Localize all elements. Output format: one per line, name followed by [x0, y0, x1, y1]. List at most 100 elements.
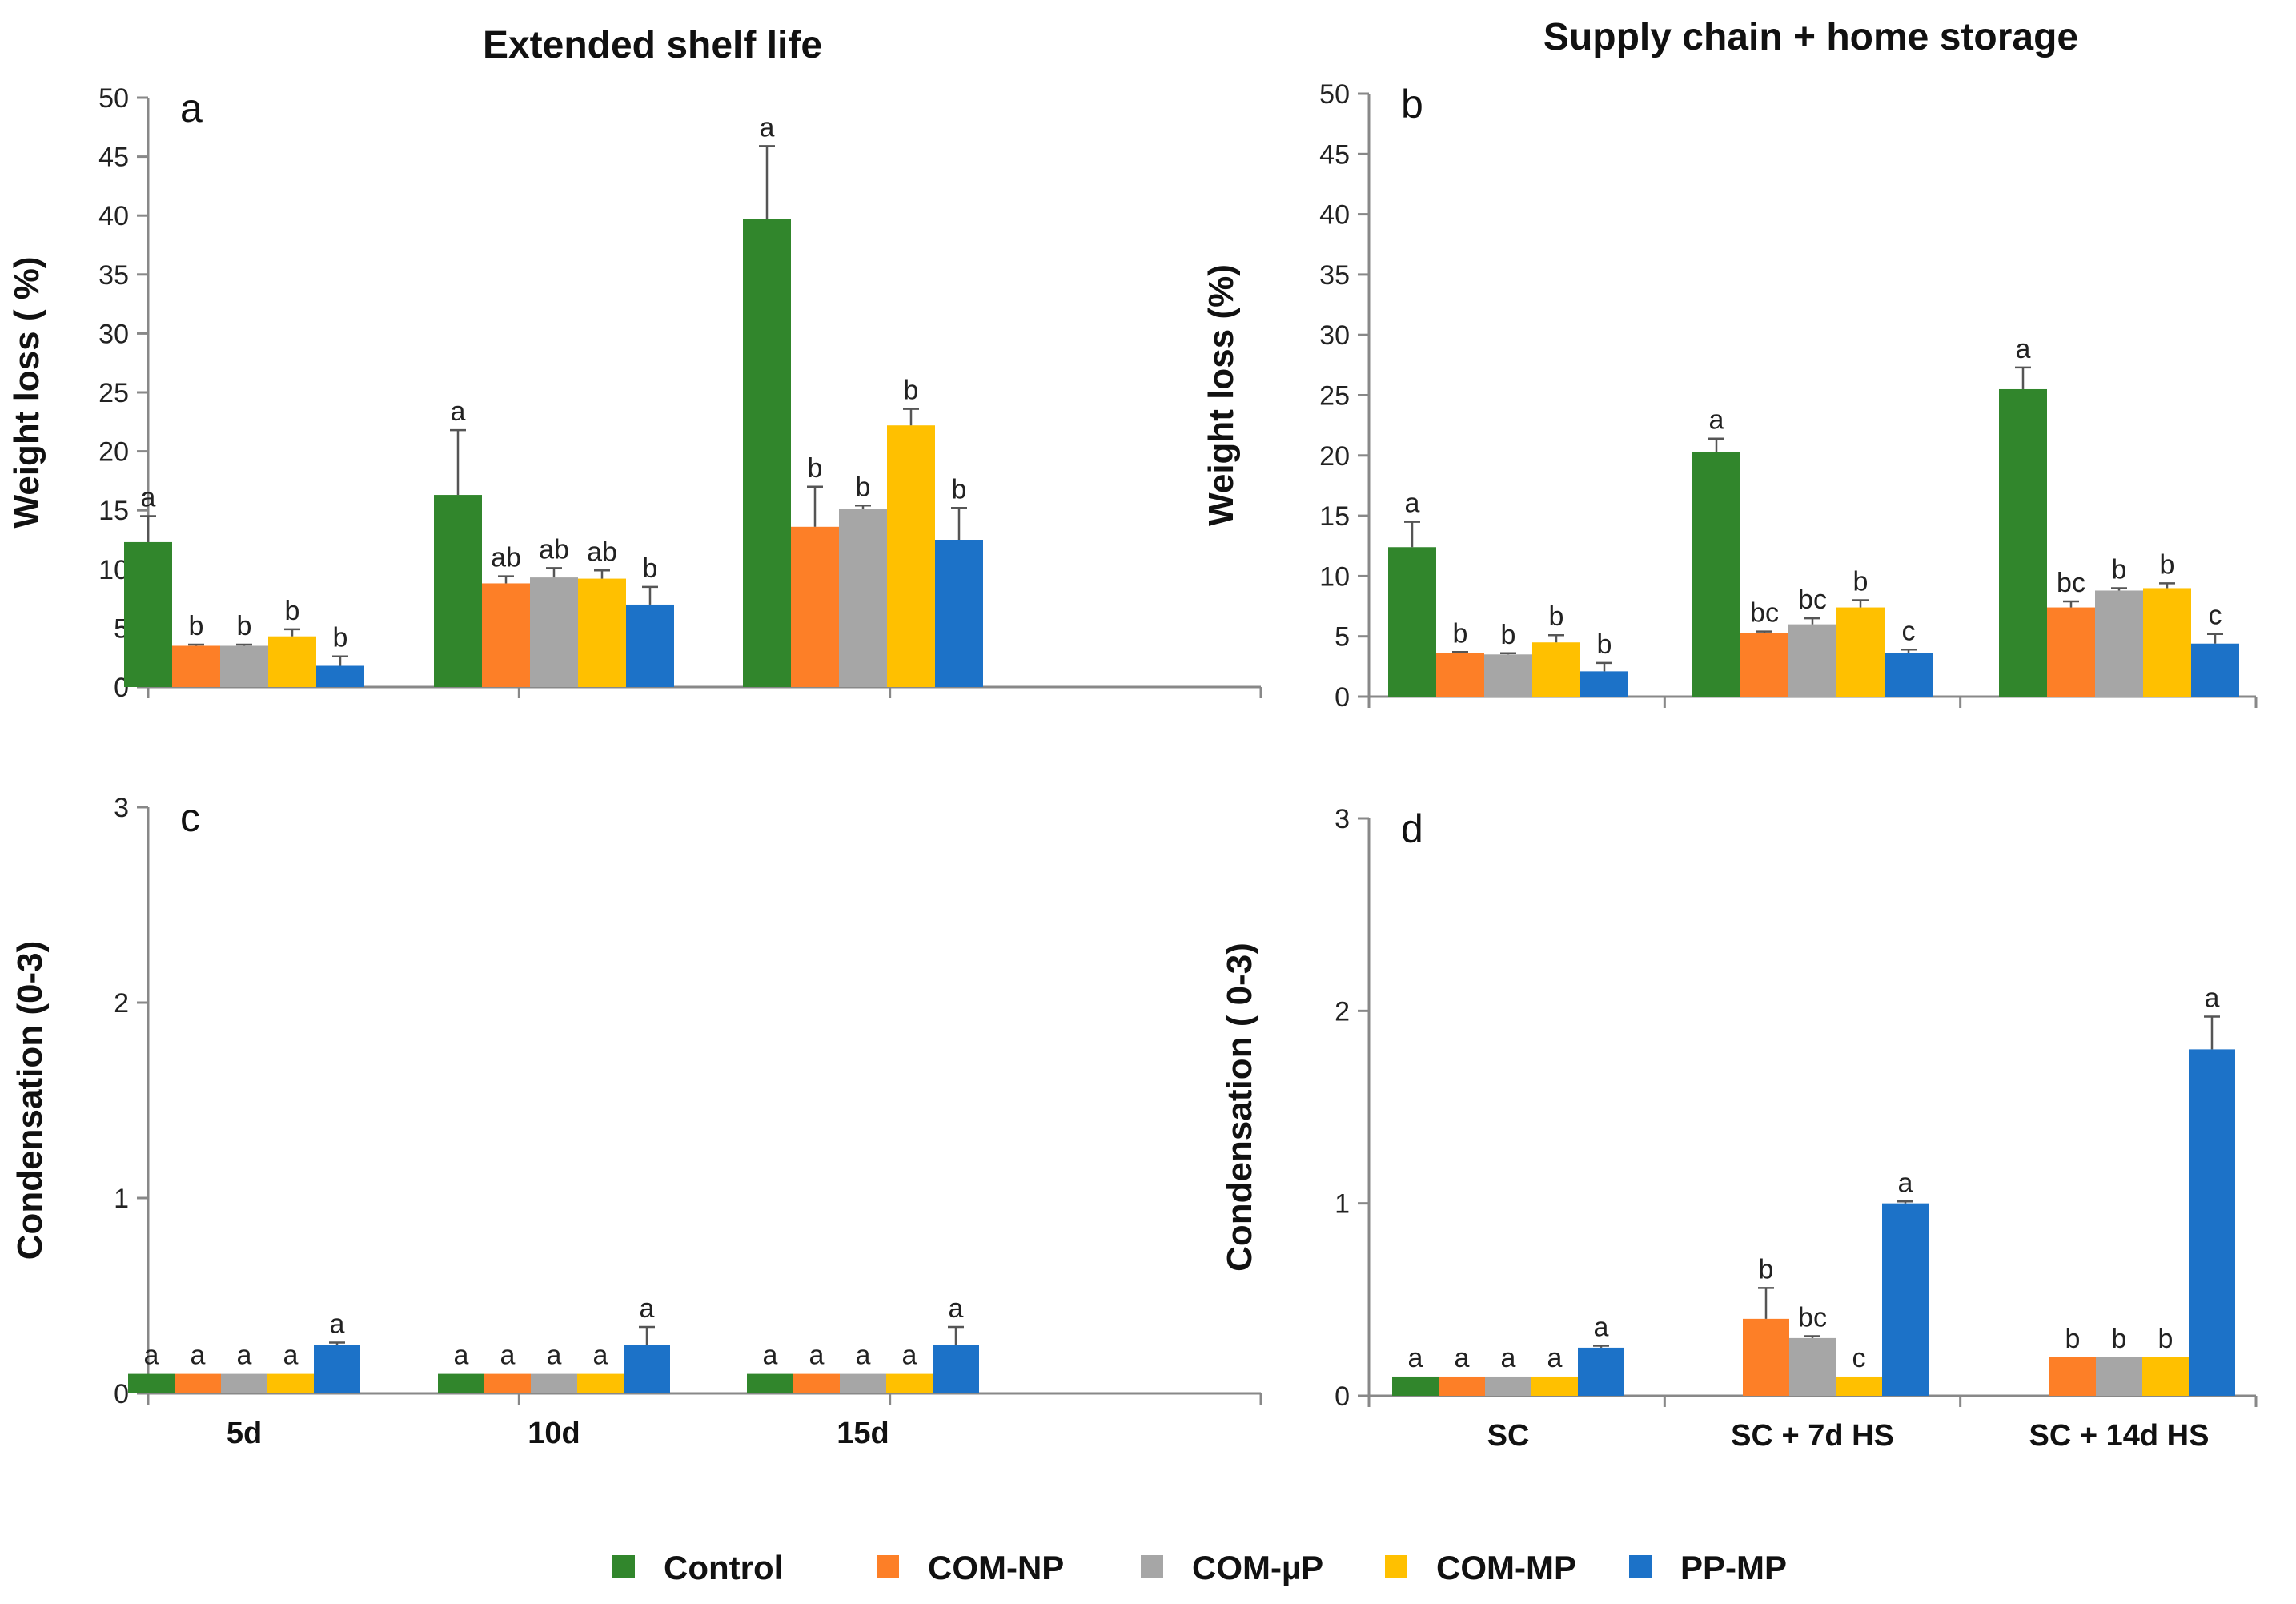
significance-letter: a: [1547, 1343, 1563, 1373]
significance-letter: a: [856, 1341, 871, 1371]
y-tick-label: 35: [1319, 260, 1350, 291]
bar: [1484, 654, 1532, 697]
significance-letter: b: [1501, 620, 1516, 650]
significance-letter: b: [952, 474, 967, 505]
column-title-left: Extended shelf life: [483, 24, 822, 66]
column-title-right: Supply chain + home storage: [1543, 16, 2078, 58]
significance-letter: a: [144, 1341, 159, 1371]
significance-letter: c: [2209, 601, 2222, 631]
legend-label: COM-µP: [1192, 1549, 1323, 1586]
bar: [2096, 1357, 2142, 1396]
bar: [1388, 547, 1436, 697]
panel-d-condensation-chart: 0 1 2 3 Condensation ( 0-3) d SC SC + 7d HS SC +…: [1220, 804, 2258, 1453]
bar: [2049, 1357, 2096, 1396]
y-tick-label: 50: [1319, 79, 1350, 110]
x-category-label: 5d: [227, 1417, 262, 1450]
bar: [1485, 1376, 1531, 1396]
y-tick-label: 45: [1319, 139, 1350, 170]
y-axis-label: Condensation ( 0-3): [1220, 943, 1259, 1272]
y-axis-label: Weight loss ( %): [7, 257, 46, 529]
significance-letter: ab: [491, 543, 521, 573]
x-category-label: 10d: [528, 1417, 580, 1450]
bar: [175, 1373, 221, 1393]
bar: [314, 1345, 360, 1393]
y-tick-label: 5: [1335, 622, 1350, 653]
significance-letter: b: [808, 453, 823, 484]
significance-letter: b: [2112, 554, 2127, 585]
significance-letter: a: [2205, 983, 2220, 1014]
bar: [484, 1373, 531, 1393]
significance-letter: a: [547, 1341, 562, 1371]
significance-letter: a: [593, 1341, 608, 1371]
significance-letter: b: [1853, 567, 1869, 597]
legend-swatch: [877, 1555, 899, 1578]
y-tick-label: 25: [98, 378, 129, 408]
bar: [1692, 452, 1740, 697]
legend-label: PP-MP: [1680, 1549, 1787, 1586]
y-tick-label: 40: [1319, 200, 1350, 231]
bar: [1532, 642, 1580, 697]
y-tick-label: 3: [114, 793, 129, 823]
bar: [1789, 1337, 1836, 1396]
significance-letter: ab: [539, 534, 569, 565]
significance-letter: b: [2160, 549, 2175, 580]
bar: [747, 1373, 793, 1393]
bar: [316, 665, 364, 687]
significance-letter: b: [1453, 618, 1468, 649]
significance-letter: b: [237, 611, 252, 641]
bar: [1743, 1318, 1789, 1396]
bar: [2189, 1049, 2235, 1396]
bar: [1836, 607, 1885, 697]
bar: [438, 1373, 484, 1393]
bar: [482, 583, 530, 687]
significance-letter: a: [760, 112, 775, 143]
bar: [1580, 671, 1628, 697]
y-tick-label: 0: [1335, 682, 1350, 713]
bar: [1999, 388, 2047, 697]
significance-letter: a: [1455, 1343, 1470, 1373]
significance-letter: a: [902, 1341, 917, 1371]
significance-letter: bc: [1798, 585, 1827, 615]
significance-letter: a: [330, 1309, 345, 1340]
bar: [434, 495, 482, 687]
x-category-label: 15d: [837, 1417, 889, 1450]
y-tick-label: 45: [98, 143, 129, 173]
significance-letter: a: [1898, 1168, 1913, 1198]
bar: [1882, 1203, 1929, 1396]
bar: [531, 1373, 577, 1393]
significance-letter: b: [285, 596, 300, 626]
panel-letter: b: [1401, 82, 1423, 127]
y-tick-label: 3: [1335, 804, 1350, 834]
y-tick-label: 20: [1319, 441, 1350, 472]
significance-letter: bc: [2057, 568, 2085, 598]
y-tick-label: 1: [114, 1184, 129, 1214]
significance-letter: b: [2158, 1324, 2174, 1354]
bar: [1788, 624, 1836, 697]
significance-letter: a: [451, 396, 466, 427]
bar: [886, 1373, 933, 1393]
y-tick-label: 20: [98, 437, 129, 468]
legend-swatch: [612, 1555, 635, 1578]
y-tick-label: 15: [1319, 501, 1350, 532]
bar: [2047, 607, 2095, 697]
bar: [1885, 653, 1933, 697]
significance-letter: a: [763, 1341, 778, 1371]
bar: [743, 219, 791, 688]
bar: [220, 645, 268, 687]
bar: [840, 1373, 886, 1393]
significance-letter: a: [1594, 1313, 1609, 1343]
significance-letter: a: [454, 1341, 469, 1371]
significance-letter: c: [1902, 616, 1916, 646]
significance-letter: bc: [1798, 1302, 1827, 1333]
y-tick-label: 30: [98, 319, 129, 349]
bar: [2142, 1357, 2189, 1396]
significance-letter: a: [283, 1341, 299, 1371]
panel-letter: c: [180, 795, 200, 840]
y-axis-label: Weight loss (%): [1202, 264, 1241, 526]
significance-letter: a: [500, 1341, 516, 1371]
significance-letter: a: [237, 1341, 252, 1371]
significance-letter: a: [2016, 334, 2031, 364]
bar: [2095, 590, 2143, 697]
significance-letter: b: [643, 553, 658, 584]
